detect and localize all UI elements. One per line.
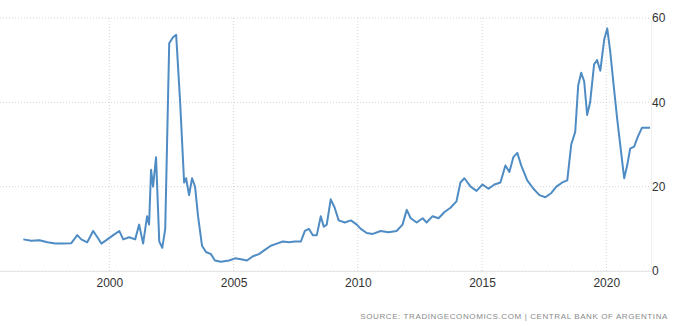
grid-line [233, 18, 234, 271]
source: SOURCE: TRADINGECONOMICS.COM | CENTRAL B… [360, 312, 668, 321]
grid-line [0, 102, 651, 103]
grid-line [482, 18, 483, 271]
y-axis: 0 20 40 60 [651, 11, 666, 278]
grid-line [357, 18, 358, 271]
x-tick: 2020 [593, 271, 620, 290]
y-tick: 20 [651, 180, 666, 194]
x-tick-label: 2000 [96, 276, 123, 290]
x-tick-label: 2010 [345, 276, 372, 290]
x-tick-label: 2020 [593, 276, 620, 290]
y-axis-line [651, 19, 652, 272]
y-tick: 0 [651, 264, 659, 278]
plot-area [23, 29, 650, 262]
y-tick: 40 [651, 96, 666, 110]
y-tick-label: 60 [652, 11, 666, 25]
grid [0, 18, 651, 271]
grid-line [0, 18, 651, 19]
grid-line [0, 186, 651, 187]
x-tick-label: 2005 [221, 276, 248, 290]
x-axis: 2000 2005 2010 2015 2020 [1, 271, 652, 290]
y-tick-label: 40 [652, 96, 666, 110]
x-tick: 2000 [96, 271, 123, 290]
x-tick-label: 2015 [469, 276, 496, 290]
grid-line [606, 18, 607, 271]
y-tick-label: 20 [652, 180, 666, 194]
x-tick: 2010 [345, 271, 372, 290]
grid-line [109, 18, 110, 271]
x-tick: 2005 [221, 271, 248, 290]
y-tick-label: 0 [652, 264, 659, 278]
grid-line [0, 271, 651, 272]
line [23, 29, 650, 262]
y-tick: 60 [651, 11, 666, 25]
x-tick: 2015 [469, 271, 496, 290]
chart: 2000 2005 2010 2015 2020 0 20 40 60 SOURCE: TRADI… [0, 0, 700, 326]
x-axis-line [1, 271, 652, 272]
